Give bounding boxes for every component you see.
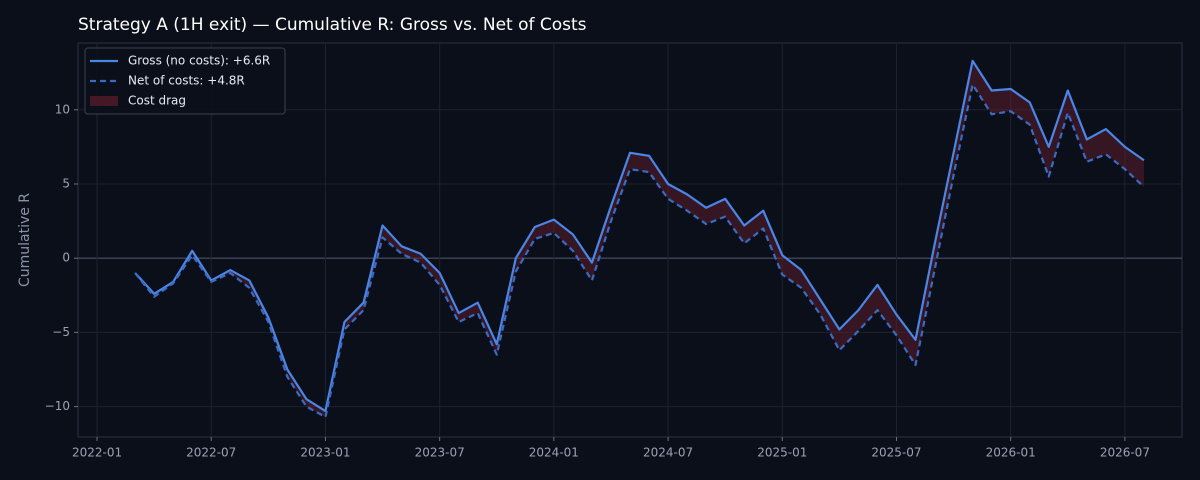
y-axis-label: Cumulative R <box>17 193 33 287</box>
chart-title: Strategy A (1H exit) — Cumulative R: Gro… <box>78 15 587 35</box>
legend-label: Cost drag <box>128 94 186 108</box>
x-tick-label: 2023-01 <box>300 446 350 460</box>
x-tick-label: 2025-01 <box>757 446 807 460</box>
x-tick-label: 2023-07 <box>415 446 465 460</box>
grid <box>78 43 1182 437</box>
plot-frame <box>77 42 1183 438</box>
series-line <box>134 59 1145 413</box>
cost-drag-area <box>135 60 1144 417</box>
x-tick-label: 2026-01 <box>986 446 1036 460</box>
legend-box <box>84 47 286 115</box>
legend-label: Net of costs: +4.8R <box>128 74 245 88</box>
legend: Gross (no costs): +6.6R Net of costs: +4.… <box>84 47 286 115</box>
y-tick-label: 5 <box>62 176 70 190</box>
x-tick-label: 2025-07 <box>871 446 921 460</box>
y-tick-label: 10 <box>55 102 70 116</box>
x-tick-label: 2024-01 <box>529 446 579 460</box>
y-tick-label: −10 <box>45 399 70 413</box>
x-tick-label: 2022-07 <box>186 446 236 460</box>
y-tick-label: −5 <box>52 325 70 339</box>
y-tick-label: 0 <box>62 251 70 265</box>
x-tick-label: 2022-01 <box>72 446 122 460</box>
legend-label: Gross (no costs): +6.6R <box>128 54 270 68</box>
x-tick-label: 2024-07 <box>643 446 693 460</box>
legend-swatch <box>90 96 118 106</box>
series-line <box>134 83 1145 419</box>
x-tick-label: 2026-07 <box>1100 446 1150 460</box>
